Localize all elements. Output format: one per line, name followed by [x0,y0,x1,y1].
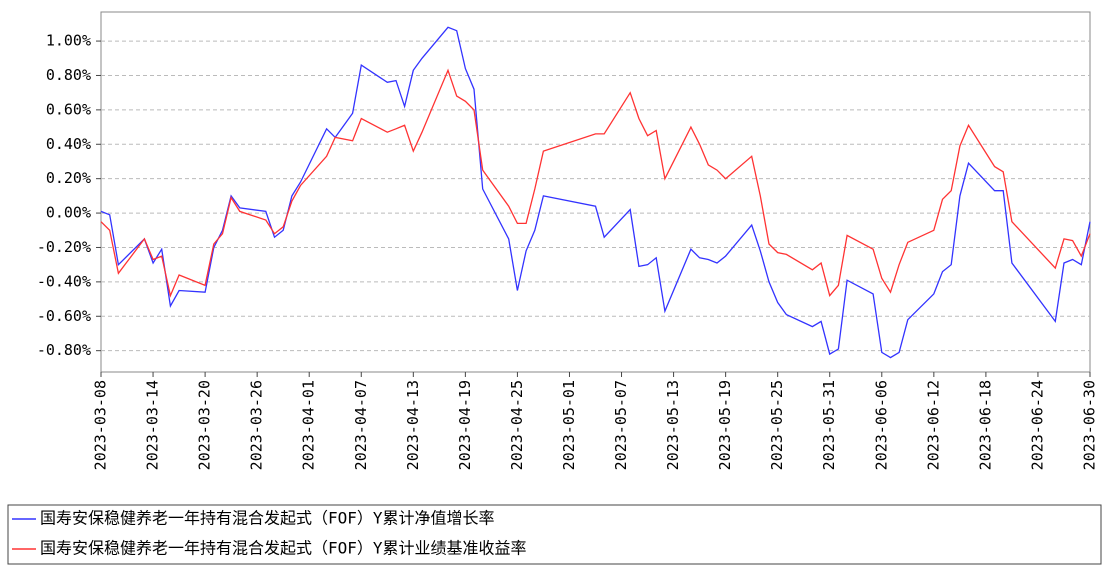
x-tick-label: 2023-03-08 [92,380,110,470]
x-tick-label: 2023-04-19 [456,380,474,470]
x-tick-label: 2023-06-12 [924,380,942,470]
series-line [100,68,1091,298]
x-tick-label: 2023-04-01 [300,380,318,470]
y-tick-label: 0.20% [46,169,91,187]
x-tick-label: 2023-04-25 [508,380,526,470]
y-tick-label: -0.20% [37,238,91,256]
legend-box [7,504,1102,565]
x-tick-label: 2023-05-13 [664,380,682,470]
x-tick-label: 2023-04-13 [404,380,422,470]
legend-label: 国寿安保稳健养老一年持有混合发起式（FOF）Y累计业绩基准收益率 [40,539,527,558]
x-tick-label: 2023-05-31 [820,380,838,470]
y-tick-label: -0.40% [37,272,91,290]
y-tick-label: -0.80% [37,341,91,359]
x-tick-label: 2023-05-01 [560,380,578,470]
x-tick-label: 2023-05-25 [768,380,786,470]
plot-frame [100,11,1091,373]
y-tick-label: 0.80% [46,66,91,84]
x-tick-label: 2023-05-19 [716,380,734,470]
series-line [100,26,1091,359]
x-tick-label: 2023-03-20 [196,380,214,470]
x-tick-label: 2023-04-07 [352,380,370,470]
x-tick-label: 2023-06-30 [1081,380,1099,470]
x-tick-label: 2023-06-24 [1028,380,1046,470]
x-tick-label: 2023-06-06 [872,380,890,470]
y-tick-label: 1.00% [46,32,91,50]
y-tick-label: 0.40% [46,135,91,153]
y-tick-label: -0.60% [37,307,91,325]
x-tick-label: 2023-06-18 [976,380,994,470]
legend-label: 国寿安保稳健养老一年持有混合发起式（FOF）Y累计净值增长率 [40,509,495,528]
x-tick-label: 2023-03-26 [248,380,266,470]
x-tick-label: 2023-05-07 [612,380,630,470]
y-tick-label: 0.60% [46,100,91,118]
y-tick-label: 0.00% [46,204,91,222]
x-tick-label: 2023-03-14 [144,380,162,470]
